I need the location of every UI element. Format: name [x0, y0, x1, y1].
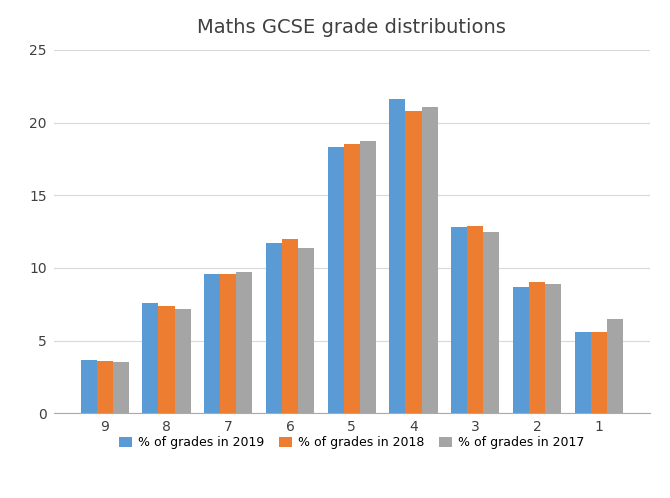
Bar: [467, 226, 483, 413]
Title: Maths GCSE grade distributions: Maths GCSE grade distributions: [197, 18, 507, 37]
Legend: % of grades in 2019, % of grades in 2018, % of grades in 2017: % of grades in 2019, % of grades in 2018…: [114, 431, 590, 454]
Bar: [143, 303, 159, 413]
Bar: [204, 274, 220, 413]
Bar: [80, 360, 96, 413]
Bar: [591, 332, 607, 413]
Bar: [389, 99, 405, 413]
Bar: [266, 243, 282, 413]
Bar: [483, 232, 499, 413]
Bar: [328, 147, 344, 413]
Bar: [175, 309, 190, 413]
Bar: [421, 107, 438, 413]
Bar: [529, 282, 545, 413]
Bar: [298, 248, 314, 413]
Bar: [513, 287, 529, 413]
Bar: [113, 363, 129, 413]
Bar: [96, 361, 113, 413]
Bar: [159, 306, 175, 413]
Bar: [405, 111, 421, 413]
Bar: [237, 272, 253, 413]
Bar: [575, 332, 591, 413]
Bar: [451, 227, 467, 413]
Bar: [607, 319, 623, 413]
Bar: [282, 239, 298, 413]
Bar: [220, 274, 237, 413]
Bar: [545, 284, 561, 413]
Bar: [360, 141, 376, 413]
Bar: [344, 144, 360, 413]
